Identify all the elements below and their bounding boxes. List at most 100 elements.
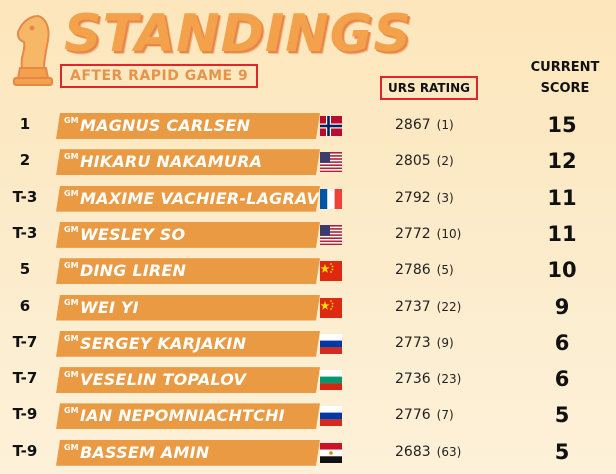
gm-title-label: GM [64, 188, 79, 198]
russia-flag-icon [320, 333, 342, 354]
player-name-bar: GM WEI YI [56, 295, 320, 321]
france-flag-icon [320, 188, 342, 209]
standings-row: T-9 GM BASSEM AMIN 2683 (63) 5 [0, 439, 616, 466]
current-score: 9 [554, 294, 570, 319]
gm-title-label: GM [64, 406, 79, 416]
rating-column-header: URS RATING [380, 76, 478, 100]
gm-title-label: GM [64, 116, 79, 125]
player-name-bar: GM HIKARU NAKAMURA [56, 149, 320, 175]
rating-value: 2736 [395, 371, 431, 388]
player-name: HIKARU NAKAMURA [80, 152, 263, 172]
current-score: 11 [547, 185, 577, 210]
knight-logo-icon [13, 14, 53, 86]
rank-label: 5 [19, 260, 31, 279]
rating-rank: (10) [436, 226, 462, 241]
rating-value: 2683 [395, 443, 431, 460]
rating-rank: (9) [436, 335, 454, 350]
gm-title-label: GM [64, 261, 79, 271]
rating-value: 2772 [395, 225, 431, 242]
player-name-bar: GM DING LIREN [56, 258, 320, 284]
player-name-bar: GM MAGNUS CARLSEN [56, 113, 320, 139]
player-name: SERGEY KARJAKIN [80, 333, 247, 353]
player-name-bar: GM IAN NEPOMNIACHTCHI [56, 403, 320, 429]
gm-title-label: GM [64, 442, 79, 452]
rating-cell: 2737 (22) [395, 299, 461, 315]
usa-flag-icon [320, 224, 342, 245]
bulgaria-flag-icon [320, 370, 342, 391]
standings-row: T-3 GM WESLEY SO 2772 (10) 11 [0, 221, 616, 248]
rating-value: 2737 [395, 298, 431, 315]
gm-title-label: GM [64, 297, 79, 307]
rating-cell: 2776 (7) [395, 407, 454, 423]
current-score: 6 [554, 330, 570, 355]
standings-row: T-7 GM SERGEY KARJAKIN 2773 (9) 6 [0, 330, 616, 357]
current-score: 12 [547, 149, 577, 174]
rank-label: 2 [19, 151, 31, 170]
score-column-header: CURRENT SCORE [520, 57, 610, 99]
rank-label: T-9 [12, 441, 38, 460]
rating-rank: (7) [436, 408, 454, 423]
rating-rank: (1) [436, 118, 454, 132]
egypt-flag-icon [320, 442, 342, 463]
gm-title-label: GM [64, 370, 79, 380]
rating-value: 2805 [395, 153, 431, 170]
standings-row: 6 GM WEI YI 2737 (22) 9 [0, 294, 616, 321]
score-header-line-1: CURRENT [530, 60, 600, 75]
rank-label: 6 [19, 296, 31, 315]
player-name-bar: GM SERGEY KARJAKIN [56, 331, 320, 357]
rating-rank: (23) [436, 372, 462, 387]
rating-cell: 2792 (3) [395, 190, 454, 206]
usa-flag-icon [320, 152, 342, 173]
rating-value: 2776 [395, 407, 431, 424]
standings-row: T-3 GM MAXIME VACHIER-LAGRAVE 2792 (3) 11 [0, 185, 616, 212]
current-score: 15 [547, 113, 577, 137]
standings-row: 5 GM DING LIREN 2786 (5) 10 [0, 258, 616, 284]
china-flag-icon [320, 297, 342, 318]
current-score: 10 [547, 258, 577, 283]
score-header-line-2: SCORE [540, 81, 590, 96]
rating-rank: (63) [436, 444, 462, 459]
rating-cell: 2683 (63) [395, 444, 461, 460]
rating-cell: 2772 (10) [395, 226, 461, 242]
rank-label: T-9 [12, 405, 38, 424]
page-title: STANDINGS [64, 4, 412, 64]
rating-rank: (2) [436, 154, 454, 169]
gm-title-label: GM [64, 333, 79, 343]
player-name: WESLEY SO [80, 224, 186, 244]
standings-row: 1 GM MAGNUS CARLSEN 2867 (1) 15 [0, 113, 616, 139]
norway-flag-icon [320, 116, 342, 136]
russia-flag-icon [320, 406, 342, 427]
page-subtitle: AFTER RAPID GAME 9 [60, 64, 259, 88]
player-name: DING LIREN [80, 261, 187, 281]
rating-cell: 2736 (23) [395, 371, 461, 387]
player-name: MAXIME VACHIER-LAGRAVE [80, 188, 331, 208]
rank-label: 1 [19, 115, 31, 133]
rating-cell: 2786 (5) [395, 262, 454, 278]
player-name-bar: GM MAXIME VACHIER-LAGRAVE [56, 186, 320, 212]
standings-row: T-7 GM VESELIN TOPALOV 2736 (23) 6 [0, 367, 616, 393]
current-score: 5 [554, 439, 570, 464]
rank-label: T-3 [12, 187, 38, 206]
gm-title-label: GM [64, 224, 79, 234]
rank-label: T-3 [12, 223, 38, 242]
standings-row: T-9 GM IAN NEPOMNIACHTCHI 2776 (7) 5 [0, 403, 616, 429]
rank-label: T-7 [12, 332, 38, 351]
current-score: 11 [547, 221, 577, 246]
player-name: BASSEM AMIN [80, 442, 210, 462]
player-name: WEI YI [80, 297, 139, 317]
current-score: 6 [554, 367, 570, 392]
player-name: IAN NEPOMNIACHTCHI [80, 406, 285, 426]
player-name-bar: GM BASSEM AMIN [56, 440, 320, 466]
current-score: 5 [554, 403, 570, 428]
gm-title-label: GM [64, 152, 79, 162]
rating-rank: (3) [436, 190, 454, 205]
rating-cell: 2805 (2) [395, 153, 454, 169]
rating-rank: (5) [436, 263, 454, 278]
china-flag-icon [320, 261, 342, 282]
player-name-bar: GM WESLEY SO [56, 222, 320, 248]
rating-value: 2792 [395, 189, 431, 206]
standings-row: 2 GM HIKARU NAKAMURA 2805 (2) 12 [0, 149, 616, 175]
player-name: VESELIN TOPALOV [80, 370, 247, 390]
rating-value: 2773 [395, 334, 431, 351]
player-name-bar: GM VESELIN TOPALOV [56, 367, 320, 393]
